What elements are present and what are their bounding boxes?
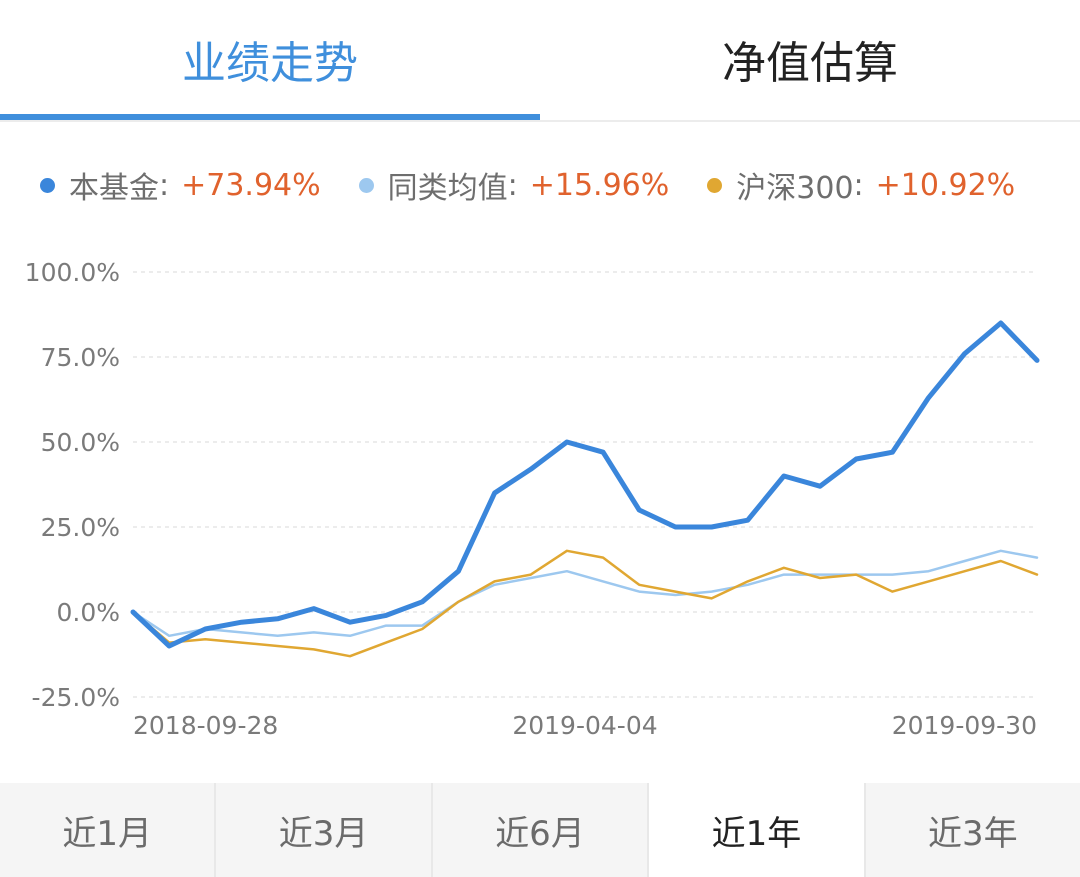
- x-tick-label: 2018-09-28: [133, 711, 278, 740]
- legend-item-csi300: 沪深300: +10.92%: [707, 163, 1015, 207]
- legend-value: +73.94%: [181, 167, 321, 203]
- chart-grid: [133, 271, 1037, 698]
- series-line-2: [131, 549, 1039, 658]
- y-axis-ticks: 100.0% 75.0% 50.0% 25.0% 0.0% -25.0%: [25, 258, 120, 712]
- legend-item-peer-average: 同类均值: +15.96%: [358, 163, 670, 207]
- legend-dot-csi300: [707, 177, 723, 193]
- period-1-year[interactable]: 近1年: [649, 783, 866, 877]
- y-tick-label: -25.0%: [32, 683, 120, 712]
- period-3-years[interactable]: 近3年: [865, 783, 1080, 877]
- chart-lines: [130, 320, 1040, 658]
- y-tick-label: 0.0%: [56, 598, 120, 627]
- y-tick-label: 100.0%: [25, 258, 120, 287]
- period-1-month[interactable]: 近1月: [0, 783, 217, 877]
- y-tick-label: 75.0%: [41, 343, 120, 372]
- tab-bar: 业绩走势 净值估算: [0, 0, 1080, 122]
- series-line-0: [130, 320, 1040, 649]
- legend-value: +10.92%: [875, 167, 1016, 203]
- legend-dot-fund: [40, 177, 55, 193]
- x-axis-ticks: 2018-09-28 2019-04-04 2019-09-30: [133, 711, 1037, 740]
- performance-line-chart: 100.0% 75.0% 50.0% 25.0% 0.0% -25.0% 2018-09-…: [25, 258, 1040, 740]
- tab-nav-estimate[interactable]: 净值估算: [540, 0, 1080, 118]
- legend-dot-peer-average: [358, 177, 374, 193]
- chart-legend: 本基金: +73.94% 同类均值: +15.96% 沪深300: +10.92…: [40, 160, 1060, 210]
- series-line-1: [131, 549, 1039, 638]
- active-tab-underline: [0, 114, 540, 120]
- tab-performance-trend[interactable]: 业绩走势: [0, 0, 540, 120]
- period-3-months[interactable]: 近3月: [216, 783, 433, 877]
- legend-value: +15.96%: [529, 167, 670, 203]
- legend-item-fund: 本基金: +73.94%: [40, 163, 321, 207]
- legend-name: 本基金: [69, 171, 159, 206]
- period-selector: 近1月 近3月 近6月 近1年 近3年: [0, 783, 1080, 877]
- y-tick-label: 25.0%: [41, 513, 120, 542]
- period-6-months[interactable]: 近6月: [432, 783, 650, 877]
- y-tick-label: 50.0%: [41, 428, 120, 457]
- tab-label: 业绩走势: [182, 38, 358, 89]
- legend-name: 沪深300: [736, 171, 854, 206]
- tab-label: 净值估算: [722, 38, 898, 89]
- legend-name: 同类均值: [387, 171, 508, 206]
- x-tick-label: 2019-04-04: [512, 711, 657, 740]
- x-tick-label: 2019-09-30: [892, 711, 1037, 740]
